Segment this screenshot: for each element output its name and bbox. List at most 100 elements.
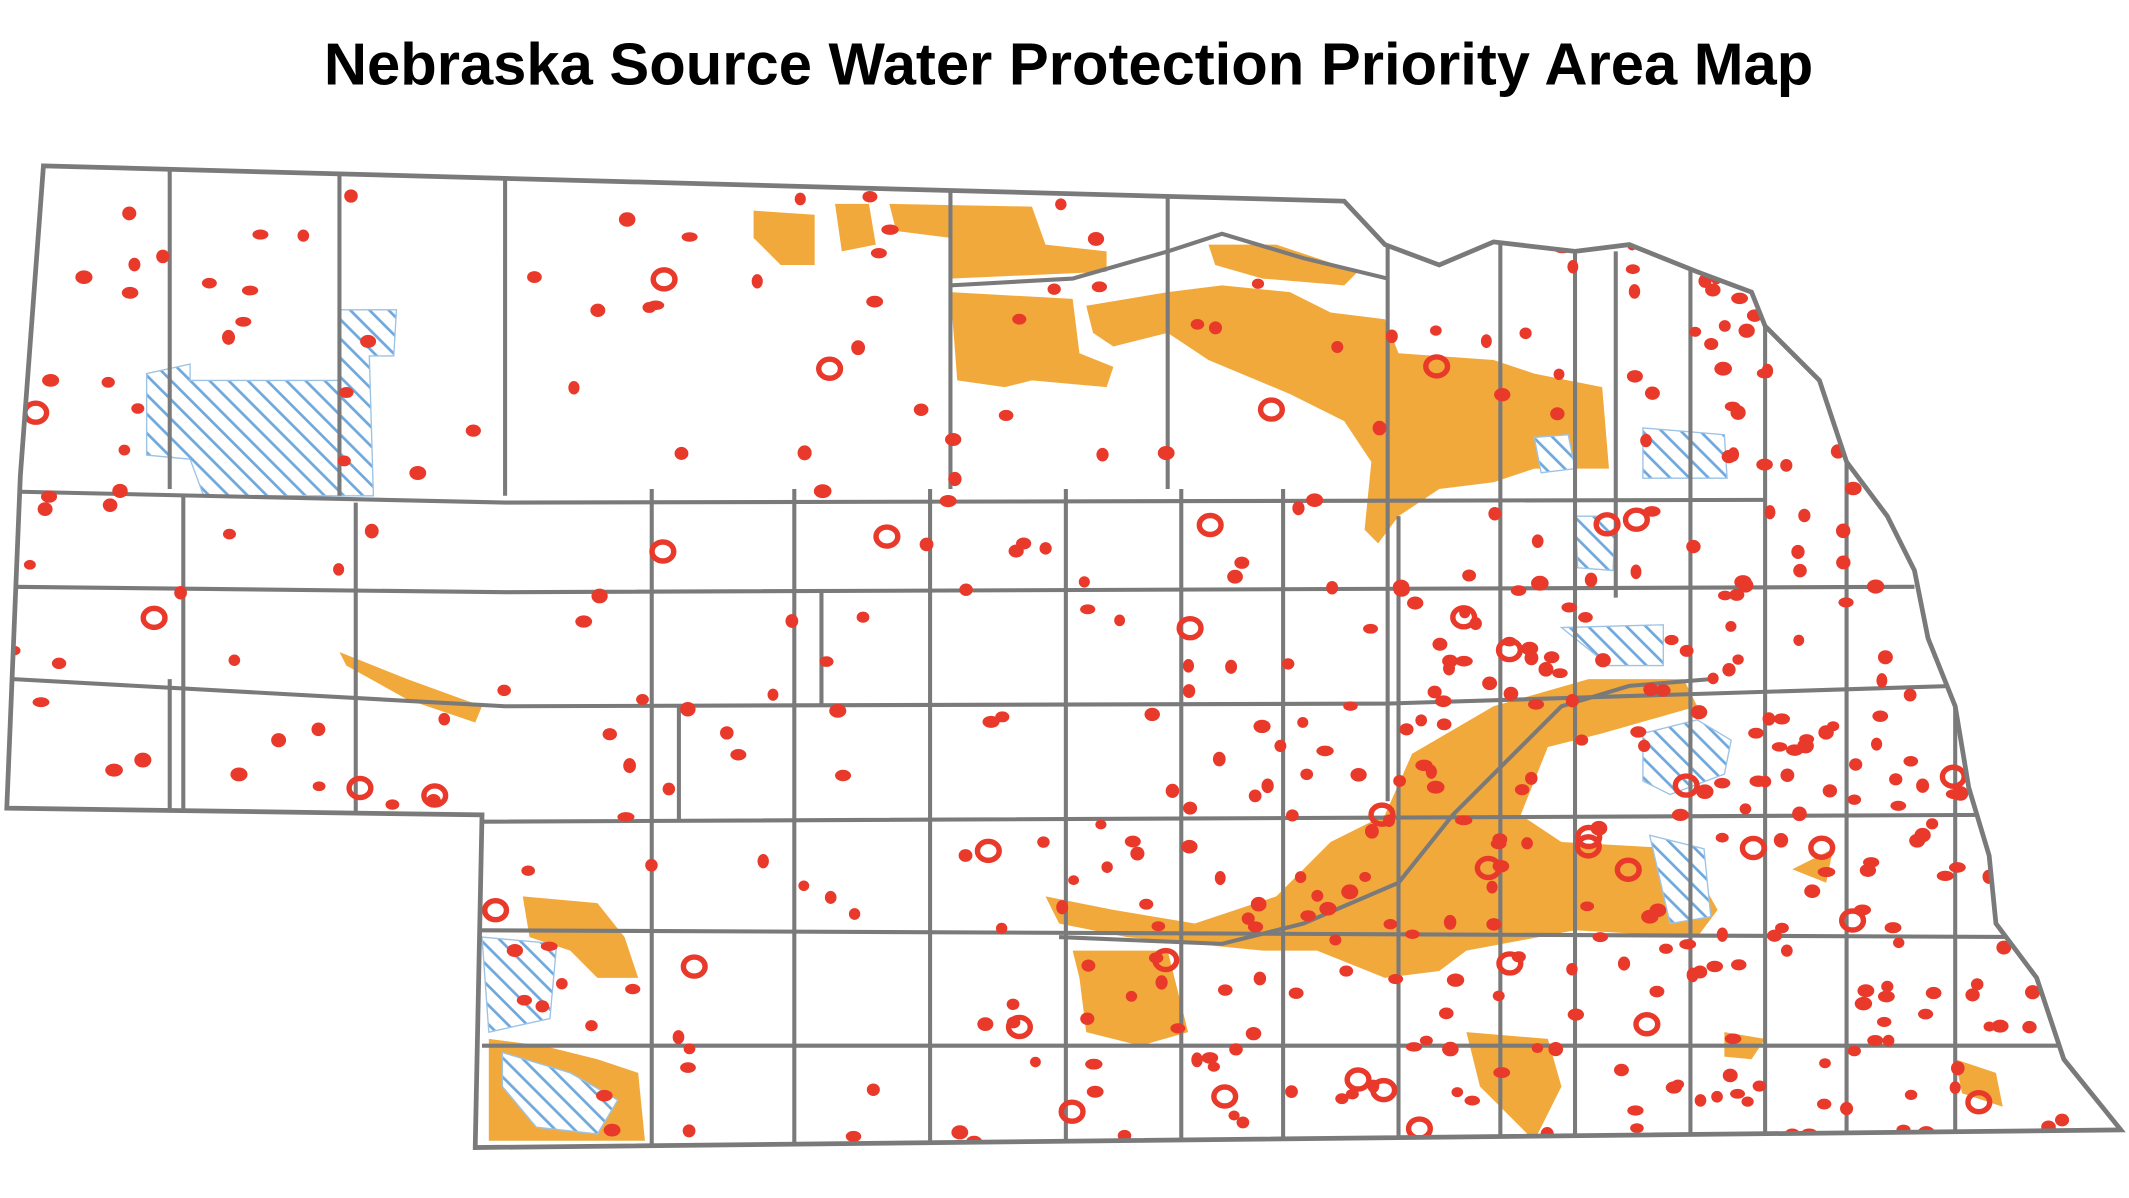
site-marker <box>2023 388 2038 401</box>
site-marker <box>540 941 558 952</box>
site-marker <box>2060 392 2072 402</box>
site-marker <box>1047 283 1061 295</box>
site-marker <box>2007 432 2023 443</box>
site-marker <box>1008 544 1024 558</box>
site-marker <box>1078 576 1090 588</box>
site-marker <box>1227 569 1243 584</box>
site-marker <box>1176 615 1204 641</box>
site-marker <box>959 583 973 597</box>
site-marker <box>1344 1067 1372 1092</box>
site-marker <box>311 722 326 737</box>
site-marker <box>31 1136 45 1146</box>
site-marker <box>506 944 524 958</box>
site-marker <box>232 834 247 849</box>
site-marker <box>1853 904 1872 916</box>
site-marker <box>1752 1080 1767 1092</box>
site-marker <box>435 941 450 954</box>
site-marker <box>2022 832 2038 844</box>
site-marker <box>1201 1052 1219 1064</box>
site-marker <box>1903 755 1919 767</box>
site-marker <box>1392 579 1410 595</box>
site-marker <box>127 1108 143 1123</box>
site-marker <box>1718 320 1731 332</box>
site-marker <box>1428 246 1442 260</box>
site-marker <box>1248 789 1262 803</box>
site-marker <box>1704 338 1719 350</box>
site-marker <box>1914 827 1931 843</box>
site-marker <box>1904 1089 1918 1101</box>
site-marker <box>1415 714 1428 727</box>
site-marker <box>1524 650 1539 666</box>
site-marker <box>1037 836 1050 848</box>
site-marker <box>1087 231 1105 246</box>
site-marker <box>1730 405 1746 420</box>
site-marker <box>535 1000 550 1013</box>
site-marker <box>1731 959 1747 971</box>
site-marker <box>2101 445 2118 456</box>
site-marker <box>235 316 252 327</box>
site-marker <box>1294 871 1307 884</box>
site-marker <box>2070 261 2082 274</box>
site-marker <box>1791 544 1805 559</box>
site-marker <box>995 922 1008 934</box>
site-marker <box>913 403 929 416</box>
site-marker <box>1942 260 1959 273</box>
site-marker <box>1247 921 1264 933</box>
site-marker <box>1567 259 1579 274</box>
site-marker <box>767 688 779 701</box>
site-marker <box>2024 985 2041 1000</box>
site-marker <box>1056 900 1069 915</box>
site-marker <box>1867 1034 1884 1047</box>
site-marker <box>1890 800 1907 811</box>
site-marker <box>1980 719 1996 733</box>
site-marker <box>919 537 934 552</box>
site-marker <box>1953 662 1969 673</box>
site-marker <box>647 300 665 311</box>
site-marker <box>1991 1019 2009 1033</box>
site-marker <box>2001 396 2019 410</box>
site-marker <box>982 715 1000 728</box>
site-marker <box>102 498 118 512</box>
site-marker <box>1756 368 1772 379</box>
site-marker <box>527 271 542 284</box>
site-marker <box>344 189 358 203</box>
site-marker <box>649 539 677 564</box>
site-marker <box>860 166 874 181</box>
site-marker <box>1130 846 1145 861</box>
site-marker <box>1771 742 1788 752</box>
site-marker <box>1838 908 1867 933</box>
site-marker <box>2012 332 2027 344</box>
site-marker <box>556 977 568 990</box>
site-marker <box>1877 650 1893 665</box>
site-marker <box>1696 784 1714 800</box>
site-marker <box>171 1137 184 1148</box>
site-marker <box>1936 870 1954 882</box>
site-marker <box>1630 1123 1644 1134</box>
site-marker <box>1548 1042 1564 1057</box>
site-marker <box>1633 220 1661 246</box>
site-marker <box>1996 352 2012 364</box>
site-marker <box>2000 766 2014 779</box>
site-marker <box>1055 198 1067 211</box>
site-marker <box>591 588 608 604</box>
site-marker <box>1874 288 1888 302</box>
site-marker <box>1350 768 1367 782</box>
site-marker <box>1889 773 1903 786</box>
site-marker <box>516 994 532 1006</box>
site-marker <box>1345 1089 1359 1100</box>
site-marker <box>1432 637 1448 651</box>
site-marker <box>1144 707 1160 722</box>
site-marker <box>1654 229 1672 240</box>
site-marker <box>1253 719 1271 734</box>
site-marker <box>1339 965 1354 977</box>
site-marker <box>1671 808 1689 821</box>
site-marker <box>2059 996 2074 1011</box>
site-marker <box>1207 1061 1220 1072</box>
site-marker <box>2041 197 2058 212</box>
site-marker <box>1707 672 1719 685</box>
site-marker <box>1729 588 1745 601</box>
site-marker <box>797 445 812 461</box>
site-marker <box>1575 734 1589 746</box>
site-marker <box>1804 884 1821 898</box>
site-marker <box>1451 1087 1464 1098</box>
